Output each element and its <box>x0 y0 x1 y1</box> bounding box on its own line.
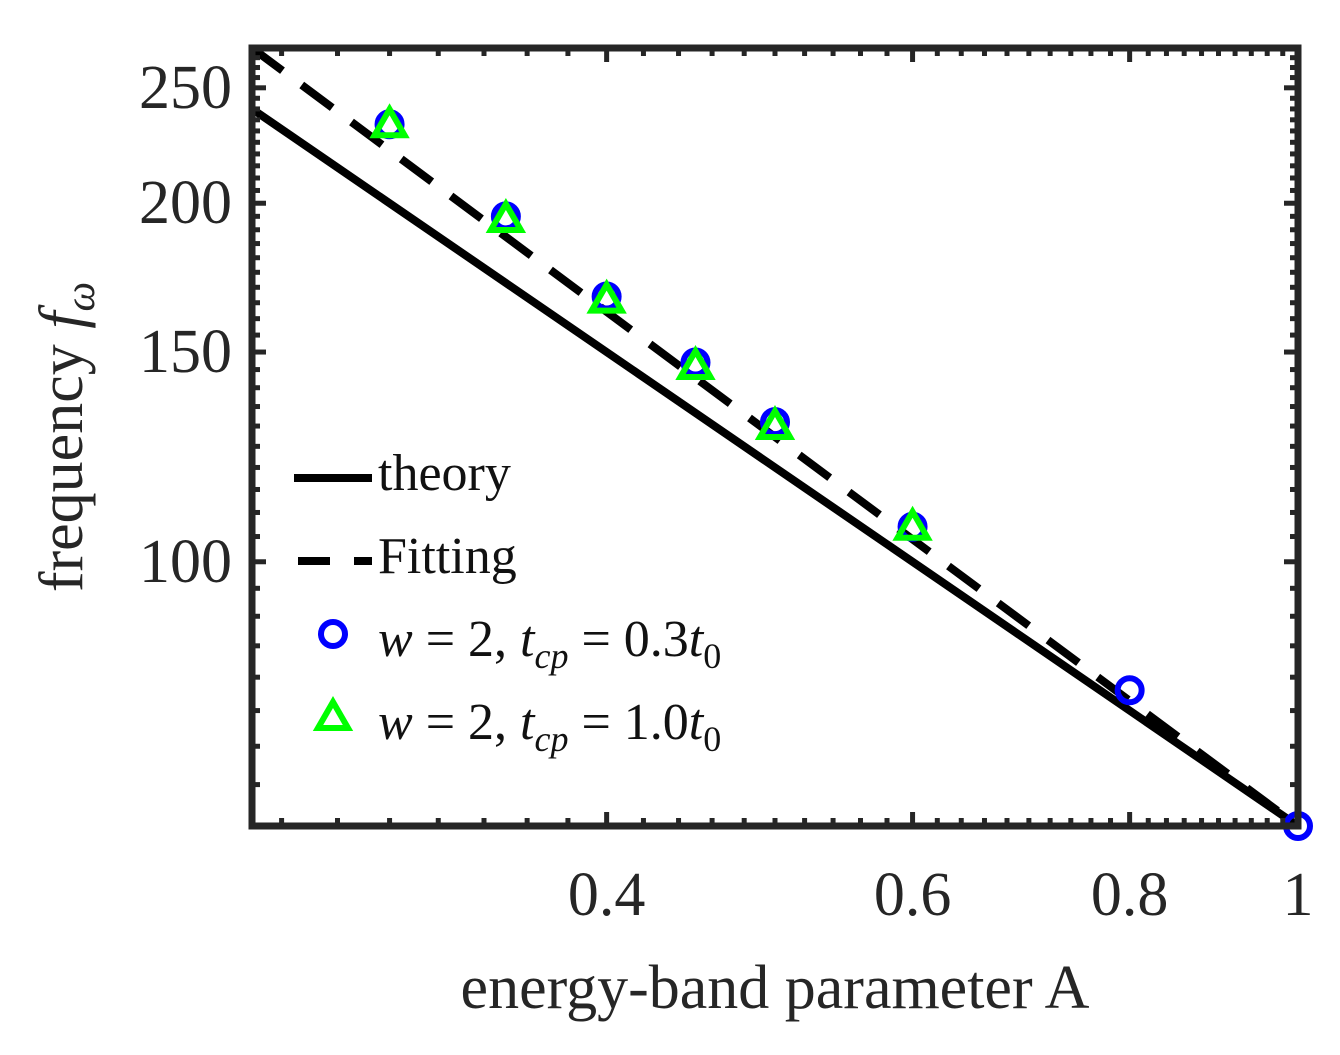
x-tick-label: 0.8 <box>1091 861 1169 929</box>
y-tick-label: 150 <box>139 318 232 386</box>
legend-label: Fitting <box>378 528 517 585</box>
legend-marker-circle <box>318 619 348 649</box>
legend-item: w = 2, tcp = 0.3t0 <box>318 611 721 676</box>
data-point-triangle <box>675 345 716 381</box>
y-tick-label: 250 <box>139 54 232 122</box>
legend-item: Fitting <box>298 528 517 585</box>
legend-item: w = 2, tcp = 1.0t0 <box>312 694 721 759</box>
series-layer <box>252 48 1313 841</box>
data-point-triangle <box>586 278 627 314</box>
ticks <box>252 48 1301 826</box>
y-tick-label: 200 <box>139 169 232 237</box>
x-axis-label: energy-band parameter A <box>461 954 1090 1022</box>
x-tick-label: 0.6 <box>874 861 952 929</box>
data-point-triangle <box>485 197 527 233</box>
x-tick-label: 0.4 <box>568 861 646 929</box>
data-point-triangle <box>369 103 410 139</box>
x-tick-label: 1 <box>1283 861 1314 929</box>
labels: 0.4 0.6 0.8 1 100 150 200 250 energy-band parame… <box>28 54 1314 1022</box>
legend-marker-triangle <box>312 695 354 731</box>
legend: theory Fitting w = 2, tcp = 0.3t0 w = 2, tc… <box>294 445 721 759</box>
y-axis-label: frequency fω <box>28 282 104 592</box>
legend-item: theory <box>294 445 511 502</box>
data-point-triangle <box>892 505 933 541</box>
legend-label: w = 2, tcp = 1.0t0 <box>378 694 721 759</box>
series-line-theory <box>252 105 1298 826</box>
data-point-circle <box>1114 675 1145 706</box>
data-point-triangle <box>754 405 796 441</box>
y-tick-label: 100 <box>139 528 232 596</box>
legend-label: theory <box>378 445 511 502</box>
legend-label: w = 2, tcp = 0.3t0 <box>378 611 721 676</box>
